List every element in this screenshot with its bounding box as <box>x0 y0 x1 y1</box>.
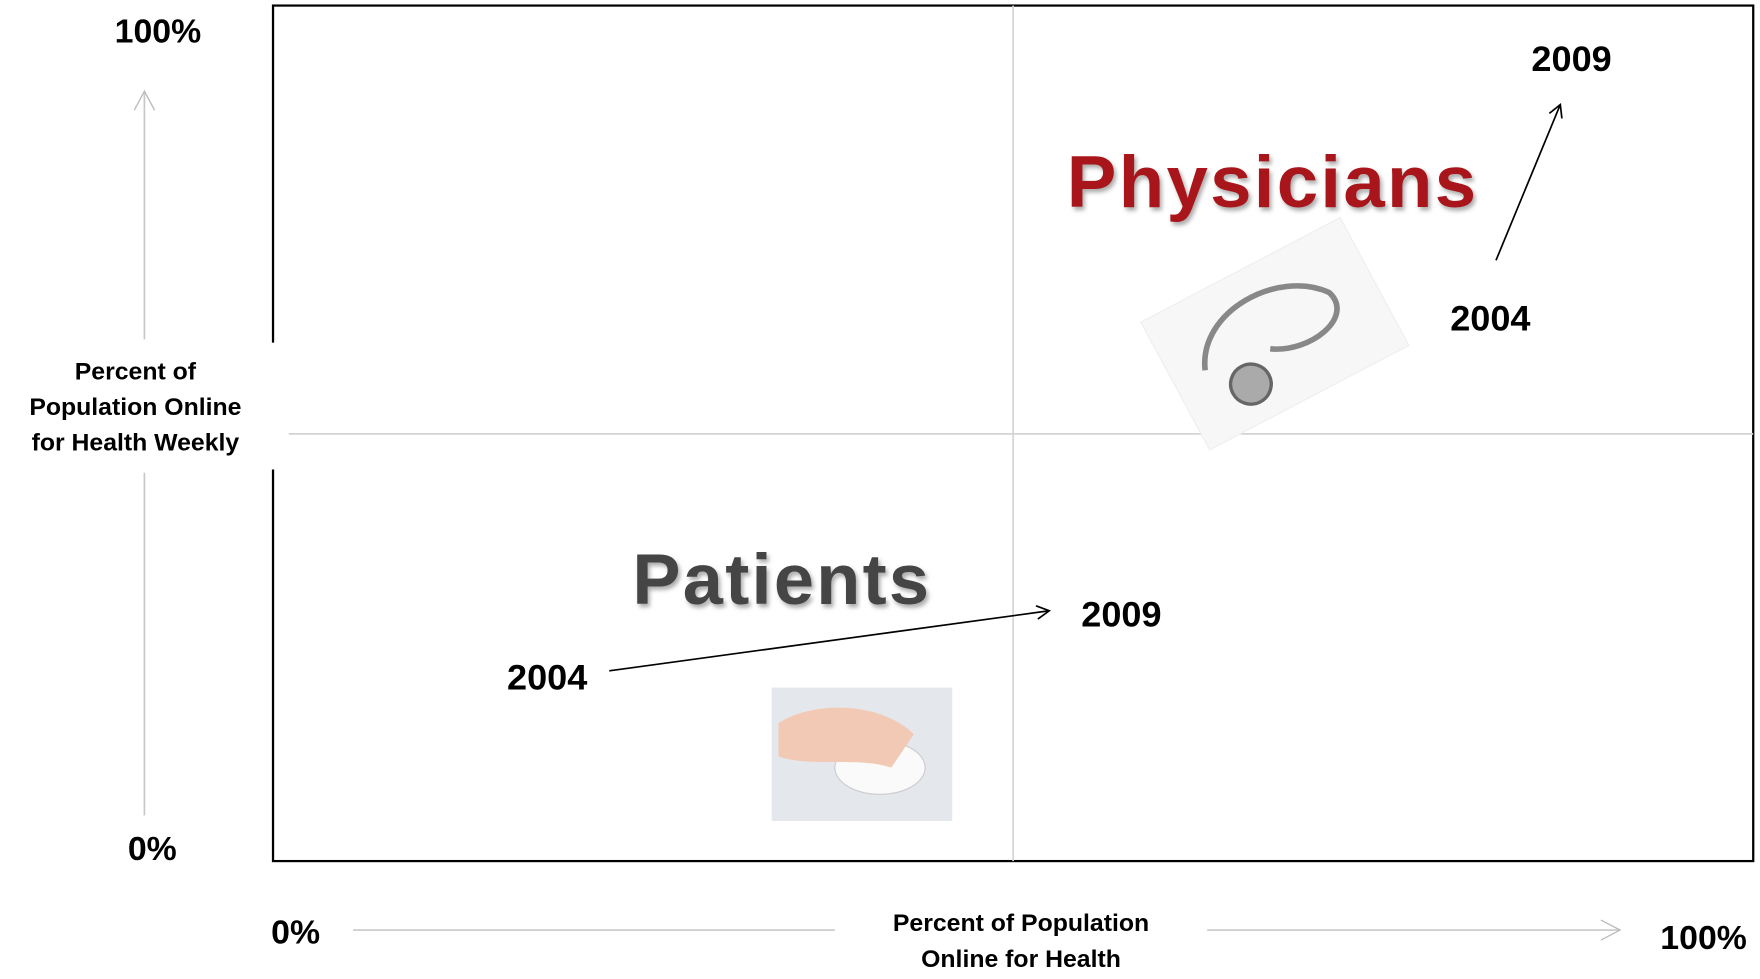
y-axis-title: Percent of <box>75 359 197 386</box>
stethoscope-image <box>1140 216 1410 451</box>
stethoscope-tube <box>1202 283 1340 371</box>
hand <box>778 707 914 768</box>
mouse-image <box>771 687 953 822</box>
physicians-label: Physicians <box>1067 140 1479 222</box>
label-mask <box>259 342 287 470</box>
y-axis-title: for Health Weekly <box>32 430 240 457</box>
patients-arrow <box>609 605 1051 672</box>
patients-from-year: 2004 <box>507 658 587 698</box>
y-max-label: 100% <box>115 13 202 50</box>
x-axis-title: Percent of Population <box>893 910 1149 937</box>
image-bg <box>1140 216 1410 451</box>
stethoscope-head <box>1228 362 1273 406</box>
patients-label: Patients <box>632 541 931 620</box>
physicians-from-year: 2004 <box>1450 299 1530 339</box>
patients-to-year: 2009 <box>1081 595 1161 635</box>
physicians-arrow <box>1495 102 1563 261</box>
physicians-to-year: 2009 <box>1531 39 1611 79</box>
x-max-label: 100% <box>1660 920 1747 957</box>
y-min-label: 0% <box>128 831 177 868</box>
y-axis-title: Population Online <box>29 394 241 421</box>
x-axis-title: Online for Health <box>921 946 1121 973</box>
x-min-label: 0% <box>271 915 320 952</box>
